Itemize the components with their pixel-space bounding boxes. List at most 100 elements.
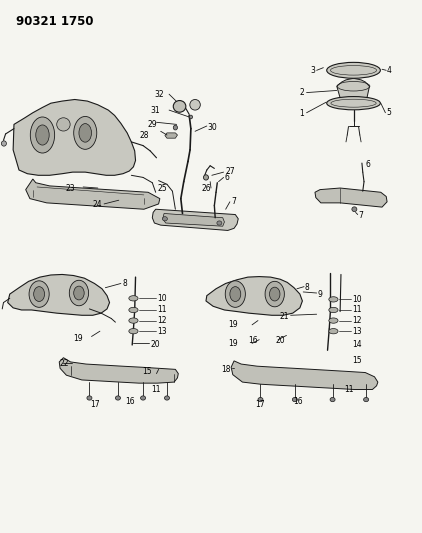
Ellipse shape [173,125,178,130]
Text: 16: 16 [293,397,303,406]
Ellipse shape [129,296,138,301]
Text: 12: 12 [353,316,362,325]
Ellipse shape [34,287,45,302]
Text: 29: 29 [147,120,157,129]
Text: 27: 27 [226,166,235,175]
Ellipse shape [57,118,70,131]
Ellipse shape [74,116,97,149]
Text: 17: 17 [90,400,100,409]
Text: 22: 22 [60,359,69,367]
Ellipse shape [165,396,170,400]
Text: 13: 13 [353,327,362,336]
Text: 25: 25 [157,183,167,192]
Text: 32: 32 [154,90,164,99]
Ellipse shape [329,318,338,323]
Text: 17: 17 [255,400,265,409]
Polygon shape [59,358,179,383]
Ellipse shape [190,100,200,110]
Text: 19: 19 [73,334,83,343]
Text: 14: 14 [353,341,362,350]
Ellipse shape [129,318,138,323]
Text: 4: 4 [387,66,392,75]
Ellipse shape [330,398,335,402]
Text: 28: 28 [140,131,149,140]
Text: 18: 18 [222,365,231,374]
Text: 19: 19 [229,320,238,329]
Text: 16: 16 [125,397,135,406]
Ellipse shape [30,117,54,153]
Ellipse shape [329,297,338,302]
Polygon shape [26,179,160,209]
Text: 11: 11 [157,305,167,314]
Polygon shape [315,188,387,207]
Text: 19: 19 [229,339,238,348]
Text: 11: 11 [353,305,362,314]
Ellipse shape [265,281,284,307]
Text: 31: 31 [150,106,160,115]
Text: 2: 2 [299,88,304,97]
Ellipse shape [292,398,298,402]
Text: 7: 7 [231,197,236,206]
Text: 8: 8 [122,279,127,288]
Text: 30: 30 [208,123,217,132]
Ellipse shape [29,281,49,308]
Polygon shape [165,133,178,138]
Text: 16: 16 [248,336,258,345]
Polygon shape [206,277,303,316]
Polygon shape [163,214,225,226]
Text: 23: 23 [65,183,75,192]
Ellipse shape [329,328,338,334]
Ellipse shape [162,216,168,221]
Ellipse shape [79,124,92,142]
Ellipse shape [36,125,49,145]
Text: 5: 5 [386,108,391,117]
Text: 13: 13 [157,327,167,336]
Ellipse shape [225,281,245,308]
Polygon shape [231,361,378,390]
Ellipse shape [258,398,263,402]
Polygon shape [337,78,370,103]
Ellipse shape [87,396,92,400]
Text: 15: 15 [143,367,152,376]
Ellipse shape [352,207,357,212]
Ellipse shape [327,96,380,110]
Ellipse shape [141,396,146,400]
Text: 24: 24 [92,200,102,209]
Text: 15: 15 [353,357,362,366]
Text: 6: 6 [365,160,370,169]
Ellipse shape [217,221,222,225]
Text: 9: 9 [318,289,323,298]
Ellipse shape [203,175,208,180]
Text: 90321 1750: 90321 1750 [16,15,94,28]
Ellipse shape [129,308,138,313]
Text: 11: 11 [151,385,161,394]
Text: 12: 12 [157,316,167,325]
Text: 1: 1 [299,109,304,118]
Text: 3: 3 [310,66,315,75]
Polygon shape [152,209,238,230]
Ellipse shape [189,115,192,119]
Text: 6: 6 [225,173,229,182]
Text: 10: 10 [353,295,362,304]
Ellipse shape [69,280,89,306]
Text: 26: 26 [202,183,211,192]
Polygon shape [8,274,110,316]
Text: 11: 11 [344,385,354,394]
Text: 10: 10 [157,294,167,303]
Text: 8: 8 [305,283,310,292]
Ellipse shape [173,101,186,112]
Ellipse shape [129,328,138,334]
Text: 21: 21 [279,312,289,321]
Ellipse shape [270,287,280,301]
Text: 7: 7 [359,211,363,220]
Polygon shape [13,100,135,175]
Text: 20: 20 [276,336,286,345]
Ellipse shape [1,141,6,146]
Ellipse shape [329,308,338,313]
Ellipse shape [74,286,84,300]
Text: 20: 20 [150,340,160,349]
Ellipse shape [327,62,380,78]
Ellipse shape [116,396,120,400]
Ellipse shape [364,398,369,402]
Ellipse shape [230,287,241,302]
